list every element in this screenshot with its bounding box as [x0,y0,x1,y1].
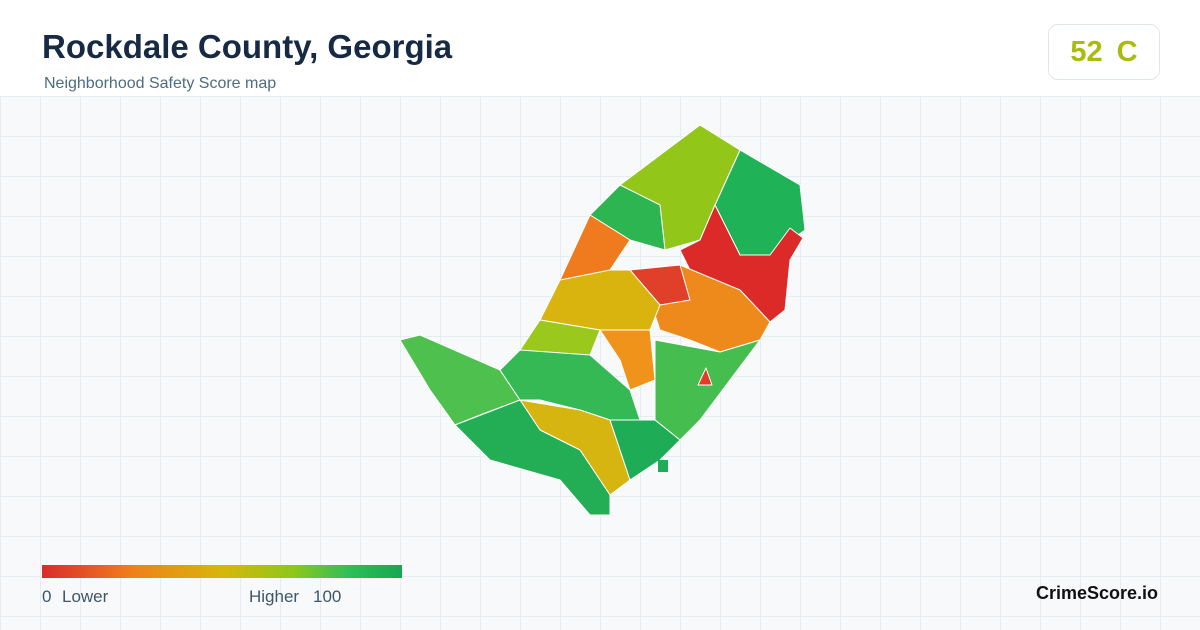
brand: CrimeScore.io [1035,583,1158,603]
legend-max-label: Higher [249,587,300,606]
region [658,460,668,472]
title: Rockdale County, Georgia [42,28,453,65]
region [697,367,713,386]
region [599,329,656,391]
legend-gradient [42,565,402,578]
score-badge: 52 C [1048,24,1160,80]
region [589,184,666,251]
header [0,0,1200,97]
score-value: 52 [1070,35,1103,68]
legend-min-label: Lower [62,587,109,606]
region [654,339,761,441]
legend-max: 100 [313,587,342,606]
region [679,204,804,323]
region [454,399,611,516]
subtitle: Neighborhood Safety Score map [44,75,277,92]
legend-min: 0 [42,587,52,606]
score-grade: C [1116,35,1138,68]
neighborhoods [399,124,806,516]
region [609,419,681,481]
